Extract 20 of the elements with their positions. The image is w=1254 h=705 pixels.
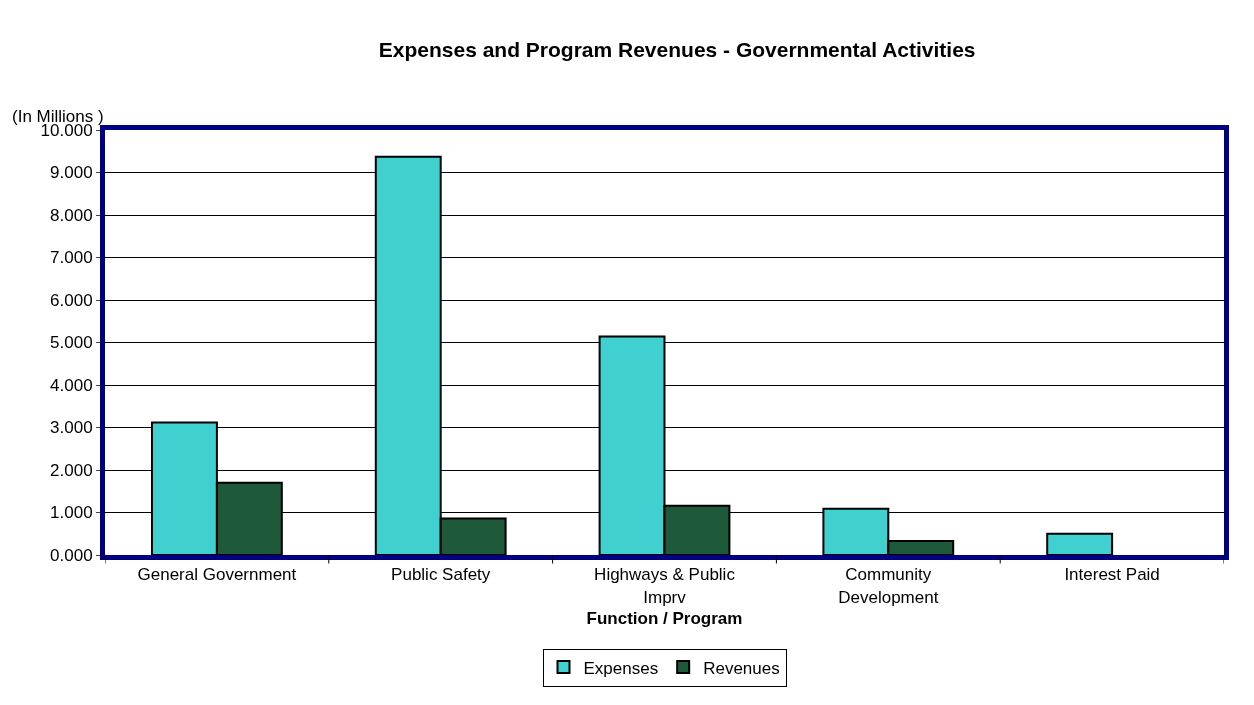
x-tick-label: Highways & Public Imprv [594, 565, 736, 607]
legend-label: Revenues [703, 658, 780, 678]
legend-label: Expenses [583, 658, 659, 678]
y-tick-label: 5.000 [50, 333, 93, 353]
y-tick-label: 0.000 [50, 545, 93, 565]
x-axis-title: Function / Program [586, 608, 743, 628]
y-tick-label: 6.000 [50, 290, 93, 310]
y-tick-label: 9.000 [50, 163, 93, 183]
bar [1046, 532, 1114, 555]
y-tick-label: 2.000 [50, 460, 93, 480]
x-tick-label: Interest Paid [1064, 565, 1160, 585]
x-tick-label: General Government [137, 565, 297, 585]
y-tick-label: 3.000 [50, 418, 93, 438]
chart-title: Expenses and Program Revenues - Governmental Activities [378, 38, 976, 61]
y-tick-label: 1.000 [50, 503, 93, 523]
y-tick-label: 4.000 [50, 375, 93, 395]
x-tick-label: Public Safety [391, 565, 491, 585]
y-tick-label: 7.000 [50, 248, 93, 268]
x-tick-label: Community Development [838, 565, 939, 607]
y-tick-label: 8.000 [50, 205, 93, 225]
